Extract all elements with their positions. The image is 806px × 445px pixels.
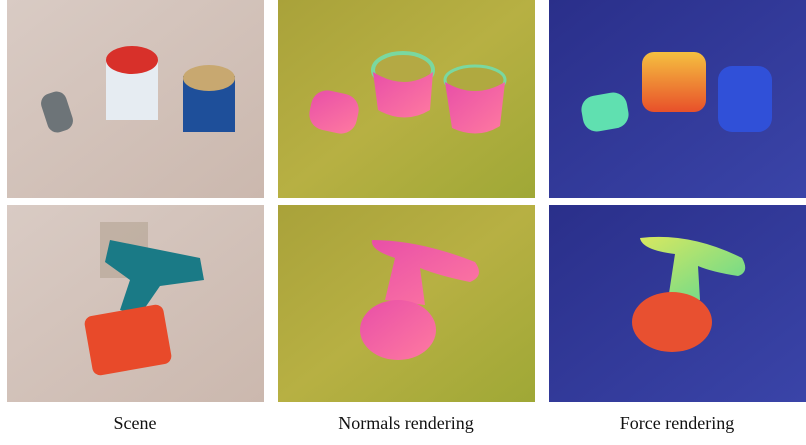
caption: Scene (114, 413, 157, 433)
force-row-2 (549, 205, 806, 402)
caption: Normals rendering (338, 413, 473, 433)
figure: Scene Normals rendering Force rendering (0, 0, 806, 440)
normals-row-2 (278, 205, 535, 402)
caption: Force rendering (620, 413, 734, 433)
force-row-1 (549, 0, 806, 198)
scene-row-2 (7, 205, 264, 402)
scene-row-1 (7, 0, 264, 198)
normals-row-1 (278, 0, 535, 198)
